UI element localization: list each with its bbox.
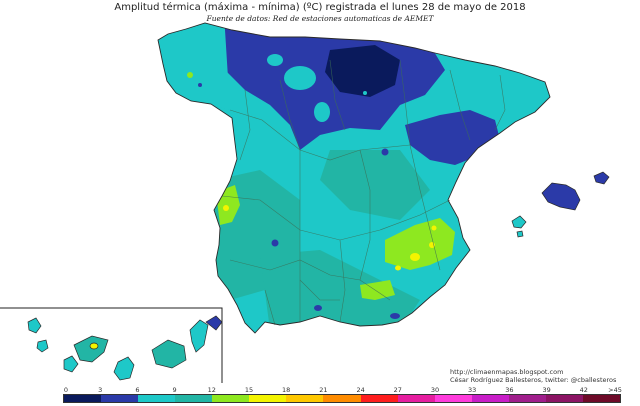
legend-tick-label: 15 (244, 386, 254, 394)
legend-swatch (64, 395, 102, 402)
credit-url: http://climaenmapas.blogspot.com (450, 368, 564, 376)
legend-swatch (545, 395, 583, 402)
legend-tick-label: 27 (393, 386, 402, 394)
zone-cyan-patch-3 (314, 102, 330, 122)
legend-tick-label: 9 (172, 386, 177, 394)
legend-swatch (138, 395, 176, 402)
map-title: Amplitud térmica (máxima - mínima) (ºC) … (114, 2, 526, 13)
legend-tick-label: 33 (468, 386, 477, 394)
legend-bar (63, 394, 621, 403)
zone-blue-spot-gibraltar (251, 336, 265, 348)
legend-tick-label: 30 (430, 386, 440, 394)
legend-tick-label: 42 (579, 386, 588, 394)
canary-inset-frame (0, 307, 223, 383)
legend-swatch (434, 395, 472, 402)
zone-yellow-spot-3 (395, 265, 401, 271)
canary-islands (27, 315, 223, 381)
legend-swatch (582, 395, 620, 402)
zone-green-murcia (385, 218, 455, 270)
zone-navy-core (325, 45, 400, 97)
zone-cyan-galicia (158, 30, 230, 110)
legend-tick-label: 36 (505, 386, 514, 394)
legend-tick-label: 39 (542, 386, 551, 394)
zone-teal-center (320, 150, 430, 220)
legend-tick-label: >45 (608, 386, 622, 394)
legend-swatch (323, 395, 361, 402)
legend-tick-label: 24 (356, 386, 365, 394)
legend-swatch (471, 395, 509, 402)
legend-swatch (212, 395, 250, 402)
zone-cyan-patch-1 (284, 66, 316, 90)
zone-green-granada (360, 280, 395, 300)
zone-yellow-spot-1 (410, 253, 420, 261)
station-markers (187, 72, 437, 247)
map-subtitle: Fuente de datos: Red de estaciones autom… (206, 14, 434, 23)
legend-swatch (101, 395, 139, 402)
zone-yellow-spot-4 (223, 205, 229, 211)
legend-swatch (286, 395, 324, 402)
legend-swatch (360, 395, 398, 402)
zone-blue-spot-malaga (314, 305, 322, 311)
credit-author: César Rodríguez Ballesteros, twitter: @c… (450, 376, 617, 384)
legend-tick-label: 0 (63, 386, 69, 394)
legend-swatch (249, 395, 287, 402)
legend-swatch (397, 395, 435, 402)
zone-cyan-patch-2 (267, 54, 283, 66)
zone-blue-spot-almeria (390, 313, 400, 319)
legend-swatch (508, 395, 546, 402)
spain-coastline (157, 22, 551, 334)
legend-swatch (175, 395, 213, 402)
province-boundaries (221, 59, 506, 326)
legend-tick-label: 6 (135, 386, 140, 394)
legend-tick-label: 18 (282, 386, 291, 394)
legend-tick-label: 3 (98, 386, 103, 394)
color-legend: 0 3 6 9 12 15 18 21 24 27 30 33 36 39 42 >45 (63, 386, 622, 406)
legend-tick-label: 12 (207, 386, 216, 394)
legend-tick-label: 21 (319, 386, 328, 394)
balearic-islands (511, 171, 610, 238)
